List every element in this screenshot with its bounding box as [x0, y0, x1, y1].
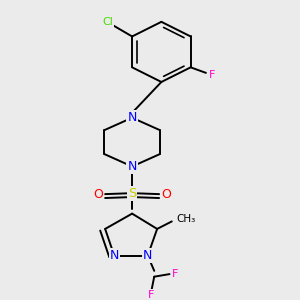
Text: S: S	[128, 187, 136, 200]
Text: N: N	[143, 249, 152, 262]
Text: N: N	[110, 249, 119, 262]
Text: O: O	[93, 188, 103, 201]
Text: Cl: Cl	[102, 17, 113, 27]
Text: F: F	[208, 70, 215, 80]
Text: O: O	[161, 188, 171, 201]
Text: CH₃: CH₃	[177, 214, 196, 224]
Text: F: F	[148, 290, 154, 300]
Text: F: F	[172, 269, 178, 279]
Text: N: N	[128, 160, 137, 173]
Text: N: N	[128, 111, 137, 124]
